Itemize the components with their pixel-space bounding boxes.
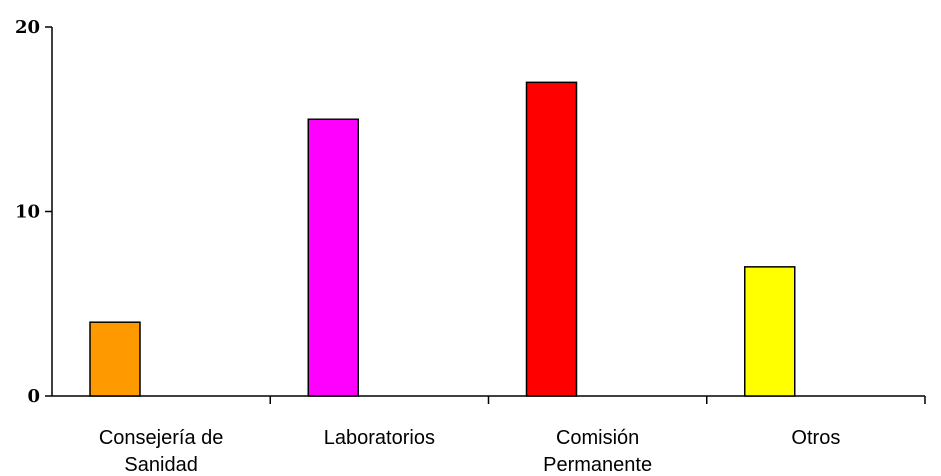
y-tick-label: 10 [15,202,40,223]
x-tick-label: Comisión Permanente [543,427,652,476]
y-axis-ticks: 0 10 20 [15,17,52,407]
x-axis-ticks: Consejería de Sanidad Laboratorios Comisión… [99,396,926,476]
x-tick-label: Otros [791,427,840,449]
y-tick-label: 20 [15,17,40,38]
x-tick-label: Consejería de Sanidad [99,427,224,476]
y-tick-label: 0 [27,386,40,407]
bar [89,321,141,397]
bar [525,81,578,397]
x-tick-label: Laboratorios [324,427,435,449]
bar [307,118,359,397]
bar [744,266,796,397]
bars [89,81,796,397]
